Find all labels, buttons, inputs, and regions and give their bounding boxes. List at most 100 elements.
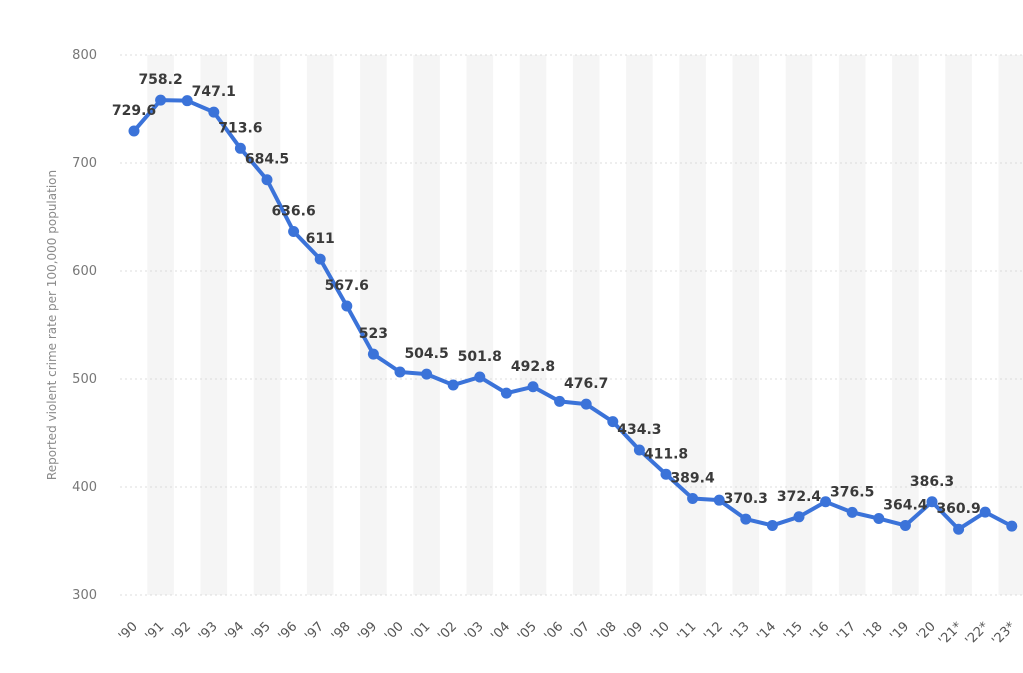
x-tick-label: '91 <box>143 619 168 644</box>
x-tick-label: '16 <box>808 619 833 644</box>
data-point <box>820 496 832 508</box>
data-label: 360.9 <box>936 501 980 517</box>
x-tick-label: '14 <box>754 619 779 644</box>
data-label: 501.8 <box>458 349 502 365</box>
x-axis-ticks: '90'91'92'93'94'95'96'97'98'99'00'01'02 '… <box>116 619 1019 649</box>
x-tick-label: '06 <box>542 619 567 644</box>
data-label: 434.3 <box>617 422 661 438</box>
data-point <box>660 468 672 480</box>
x-tick-label: '08 <box>595 619 620 644</box>
background-band <box>306 55 334 595</box>
data-point <box>740 513 752 525</box>
data-label: 729.6 <box>112 103 156 119</box>
data-point <box>846 506 858 518</box>
data-point <box>128 125 140 137</box>
data-points <box>128 94 1018 535</box>
data-label: 611 <box>306 231 335 247</box>
data-point <box>713 494 725 506</box>
data-point <box>181 95 193 107</box>
x-tick-label: '19 <box>887 619 912 644</box>
background-band <box>572 55 600 595</box>
x-tick-label: '11 <box>675 619 700 644</box>
data-point <box>234 142 246 154</box>
x-tick-label: '15 <box>781 619 806 644</box>
data-point <box>554 395 566 407</box>
data-label: 386.3 <box>910 474 954 490</box>
x-tick-label: '12 <box>701 619 726 644</box>
x-tick-label: '95 <box>249 619 274 644</box>
x-tick-label: '07 <box>568 619 593 644</box>
data-point <box>447 379 459 391</box>
data-label: 758.2 <box>138 72 182 88</box>
data-point <box>979 506 991 518</box>
data-label: 684.5 <box>245 152 289 168</box>
data-point <box>926 496 938 508</box>
data-point <box>1006 520 1018 532</box>
data-point <box>394 366 406 378</box>
data-point <box>500 387 512 399</box>
data-label: 389.4 <box>670 470 715 486</box>
data-point <box>899 519 911 531</box>
background-band <box>466 55 494 595</box>
series-line-group <box>132 98 1014 532</box>
background-band <box>413 55 440 595</box>
data-label: 747.1 <box>192 84 236 100</box>
background-band <box>519 55 547 595</box>
x-tick-label: '00 <box>382 619 407 644</box>
data-point <box>155 94 167 106</box>
x-tick-label: '05 <box>515 619 540 644</box>
data-point <box>527 381 539 393</box>
data-point <box>687 492 699 504</box>
background-band <box>838 55 866 595</box>
background-band <box>253 55 281 595</box>
background-band <box>360 55 387 595</box>
data-label: 370.3 <box>724 491 768 507</box>
data-point <box>208 106 220 118</box>
gridlines <box>120 54 1023 596</box>
data-label: 504.5 <box>404 346 448 362</box>
x-tick-label: '17 <box>834 619 859 644</box>
x-tick-label: '94 <box>222 619 247 644</box>
data-label: 376.5 <box>830 484 874 500</box>
background-band <box>200 55 228 595</box>
x-tick-label: '90 <box>116 619 141 644</box>
x-tick-label: '21* <box>936 619 966 649</box>
y-tick-label: 300 <box>72 588 97 603</box>
data-point <box>793 511 805 523</box>
data-point <box>953 523 965 535</box>
background-band <box>998 55 1023 595</box>
series-line <box>132 98 1014 532</box>
background-band <box>785 55 813 595</box>
x-tick-label: '01 <box>409 619 434 644</box>
data-label: 523 <box>359 326 388 342</box>
data-label: 567.6 <box>325 278 369 294</box>
x-tick-label: '18 <box>861 619 886 644</box>
data-label: 636.6 <box>271 203 315 219</box>
x-tick-label: '04 <box>488 619 513 644</box>
y-tick-label: 400 <box>72 480 97 495</box>
data-point <box>873 513 885 525</box>
data-point <box>607 416 619 428</box>
y-axis-label: Reported violent crime rate per 100,000 … <box>45 170 59 480</box>
data-point <box>288 225 300 237</box>
x-tick-label: '22* <box>963 619 993 649</box>
data-point <box>367 348 379 360</box>
x-tick-label: '23* <box>989 619 1019 649</box>
data-point <box>261 174 273 186</box>
x-tick-label: '97 <box>302 619 327 644</box>
background-band <box>147 55 174 595</box>
data-label: 476.7 <box>564 376 608 392</box>
data-point <box>580 398 592 410</box>
background-band <box>626 55 653 595</box>
background-band <box>679 55 706 595</box>
data-label: 411.8 <box>644 446 688 462</box>
data-label: 372.4 <box>777 489 822 505</box>
data-point <box>633 444 645 456</box>
data-point <box>474 371 486 383</box>
x-tick-label: '93 <box>196 619 221 644</box>
x-tick-label: '02 <box>435 619 460 644</box>
x-tick-label: '13 <box>728 619 753 644</box>
alternating-bands <box>147 55 1023 595</box>
